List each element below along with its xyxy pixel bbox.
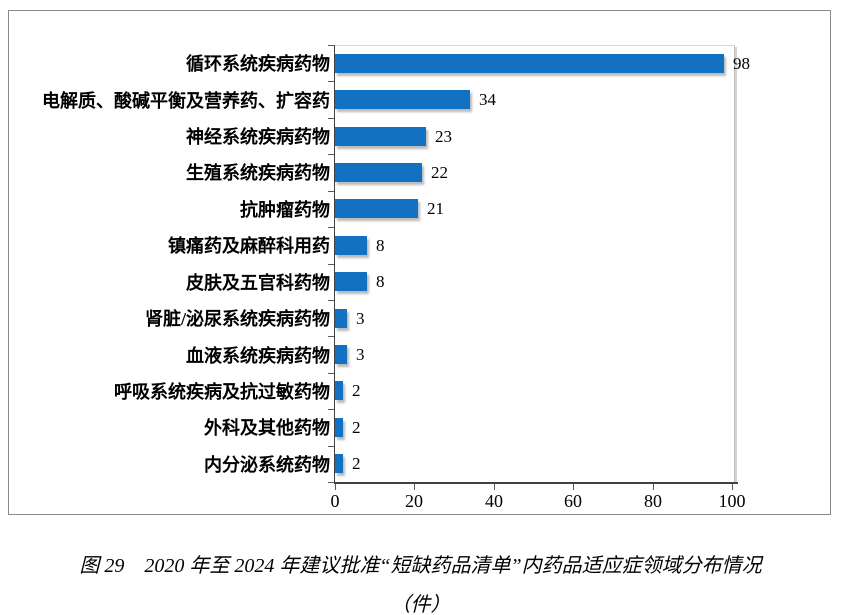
figure-caption: 图 29 2020 年至 2024 年建议批准“短缺药品清单”内药品适应症领域分…	[0, 549, 841, 615]
caption-title: 图 29 2020 年至 2024 年建议批准“短缺药品清单”内药品适应症领域分…	[79, 555, 762, 577]
chart-frame	[8, 10, 831, 515]
caption-unit: （件）	[390, 594, 451, 615]
